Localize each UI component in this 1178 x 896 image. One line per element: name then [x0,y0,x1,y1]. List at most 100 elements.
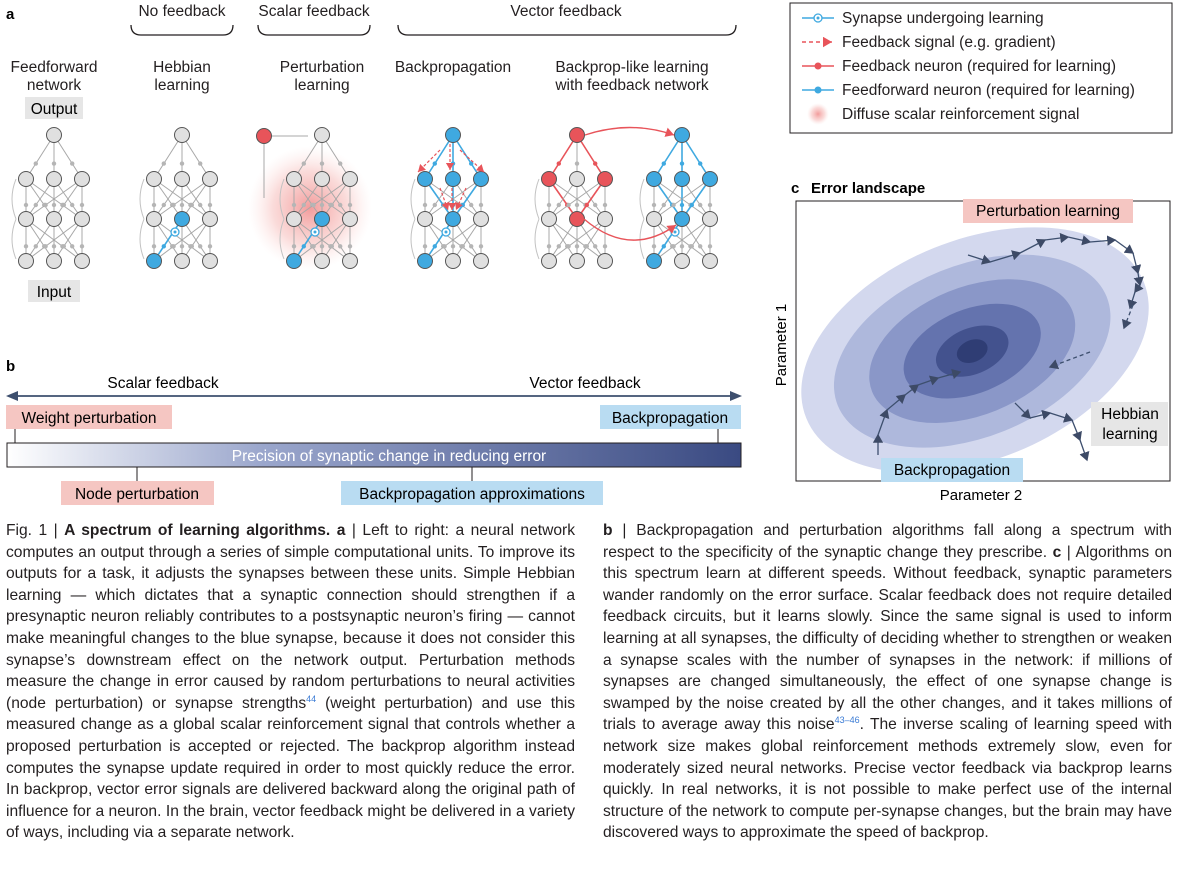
synapse-dot [207,244,213,249]
caption-a: a [330,522,346,539]
network-edge [321,178,351,220]
network-edge [653,134,683,180]
synapse-dot [422,244,428,249]
neuron-node [314,171,330,187]
col-feedforward-line2: network [27,77,82,94]
neuron-node [46,127,62,143]
synapse-dot [469,161,474,166]
b-backpropagation: Backpropagation [612,410,728,427]
synapse-dot [574,244,580,249]
synapse-dot [161,244,166,249]
neuron-node [286,253,302,269]
c-perturbation-learning: Perturbation learning [976,203,1120,220]
panel-b-label: b [6,358,15,375]
synapse-dot [671,202,676,208]
neuron-node [342,171,358,187]
learning-synapse-center [444,230,448,234]
synapse-dot [301,161,306,166]
synapse-dot [546,202,552,208]
synapse-dot [651,244,657,249]
synapse-dot [179,161,185,166]
synapse-dot [70,161,75,166]
trajectory-step [1014,402,1031,419]
learning-synapse-center [313,230,317,234]
network-edge [410,218,416,260]
synapse-dot [698,244,703,249]
panel-a-label: a [6,6,15,23]
synapse-dot [566,202,571,208]
input-label-box [28,280,80,302]
group-brackets [130,24,737,36]
synapse-dot [319,202,325,208]
network-edge [279,218,285,260]
perturbation-learning-box [963,199,1133,223]
neuron-node [417,253,433,269]
c-title: Error landscape [811,180,925,197]
neuron-node [74,253,90,269]
neuron-node [18,211,34,227]
trajectory-step [917,375,940,386]
network-edge [293,218,323,262]
neuron-node [445,253,461,269]
synapse-dot [151,244,157,249]
neuron-node [541,211,557,227]
neuron-node [445,211,461,227]
neuron-node [674,253,690,269]
feedback-signal-arrow [455,187,467,211]
synapse-dot [43,244,48,249]
synapse-dot [198,161,203,166]
network-edge [321,134,351,180]
legend-feedforward-neuron: Feedforward neuron (required for learnin… [842,82,1135,99]
network-edge [653,178,711,220]
synapse-dot [291,202,297,208]
neuron-node [674,171,690,187]
network-edge [139,178,145,220]
axis-arrow-right [730,391,742,401]
output-label: Output [31,101,78,118]
network-edge [548,178,606,220]
neuron-node [646,171,662,187]
synapse-dot [61,202,66,208]
caption-sep-b: | [612,522,637,539]
network-edge [25,178,83,220]
synapse-dot [478,244,484,249]
synapse-dot [593,244,598,249]
neuron-node [473,171,489,187]
synapse-dot [171,202,176,208]
synapse-dot [311,202,316,208]
synapse-dot [338,202,343,208]
caption-ref-44[interactable]: 44 [306,693,317,704]
learning-synapse-center [173,230,177,234]
caption-b: b [603,522,613,539]
legend-feedback-signal: Feedback signal (e.g. gradient) [842,34,1056,51]
network-edge [153,178,211,220]
caption-title: A spectrum of learning algorithms. [64,522,331,539]
synapse-dot [602,202,608,208]
neuron-node [46,171,62,187]
feedback-neuron-legend-icon [814,62,822,70]
trajectory-step [1134,282,1144,294]
network-edge [25,218,55,262]
network-edge [639,218,645,260]
caption-right-text1: Backpropagation and perturbation algorit… [603,522,1172,561]
synapse-dot [679,202,685,208]
network-diagrams [11,126,718,269]
neuron-node [702,211,718,227]
network-edge [576,178,606,220]
neuron-node [174,253,190,269]
synapse-dot [450,244,456,249]
caption-ref-43-46[interactable]: 43–46 [834,715,860,726]
synapse-dot [338,244,343,249]
legend-feedback-neuron: Feedback neuron (required for learning) [842,58,1116,75]
synapse-dot [51,202,57,208]
network-edge [681,178,711,220]
synapse-dot [43,202,48,208]
synapse-dot [698,202,703,208]
neuron-node [417,211,433,227]
c-backpropagation: Backpropagation [894,462,1010,479]
synapse-dot [698,161,703,166]
network-edge [25,134,55,180]
trajectory-step [1067,235,1092,246]
synapse-dot [70,202,75,208]
synapse-dot [347,244,353,249]
